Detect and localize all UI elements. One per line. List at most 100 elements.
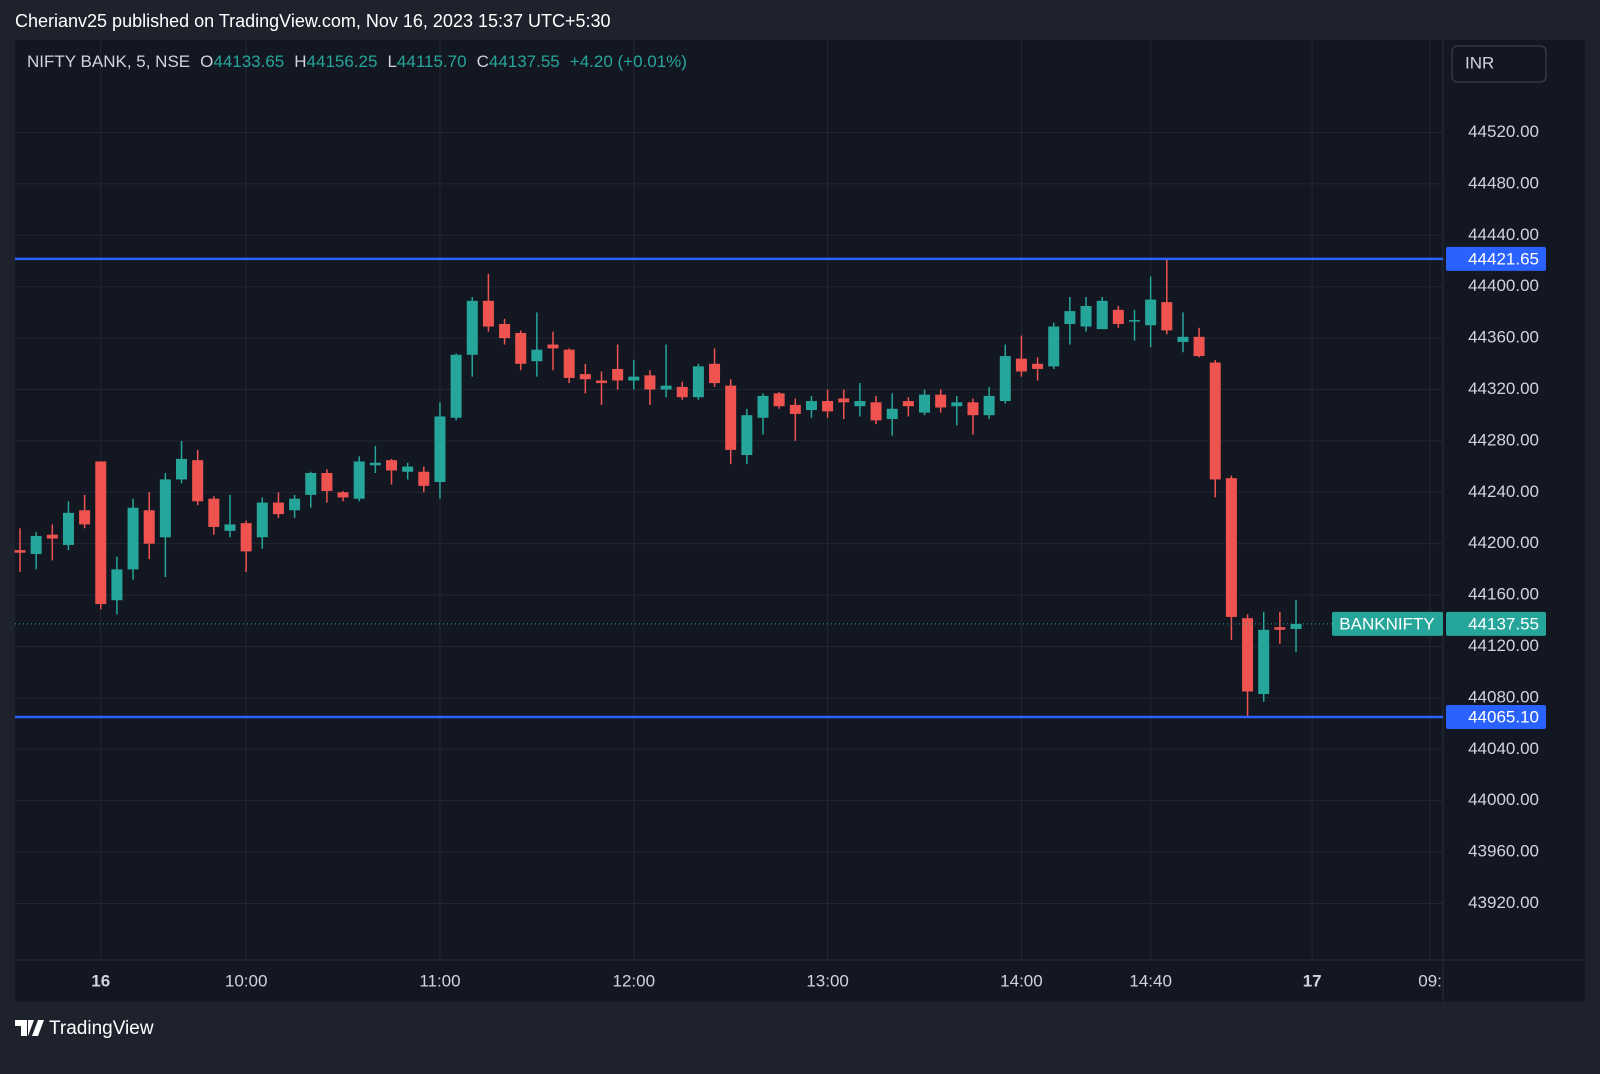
candle-body (1145, 299, 1157, 326)
price-tag (1446, 705, 1546, 730)
price-tag-label: 44065.10 (1468, 708, 1539, 727)
candle-body (1032, 363, 1044, 369)
candle-body (547, 344, 559, 349)
candle-body (579, 374, 591, 380)
candle-body (159, 479, 171, 538)
x-tick-label: 16 (91, 971, 110, 990)
candle-body (30, 535, 42, 554)
candle-body (822, 401, 834, 412)
candle-body (1128, 320, 1140, 322)
x-tick-label: 10:00 (225, 971, 268, 990)
candle-body (14, 550, 26, 553)
chart-pane (15, 40, 1585, 1002)
candle-body (353, 461, 365, 499)
candle-body (1161, 302, 1173, 331)
candle-body (1177, 336, 1189, 342)
attribution: Cherianv25 published on TradingView.com,… (15, 11, 611, 31)
logo: TradingView (15, 1018, 154, 1039)
candle-body (628, 376, 640, 381)
candle-body (127, 507, 139, 570)
candle-body (450, 354, 462, 418)
ohlc-value: 44156.25 (307, 52, 378, 71)
x-tick-label: 11:00 (419, 971, 460, 990)
ohlc-label: O (200, 52, 213, 71)
ohlc-value: 44133.65 (213, 52, 284, 71)
candle-body (692, 366, 704, 398)
candle-body (1258, 629, 1270, 695)
candle-body (757, 395, 769, 418)
overlays: 44421.65 44065.10 BANKNIFTY 44137.55 (15, 246, 1546, 730)
candle-body (838, 398, 850, 403)
candle-body (886, 408, 898, 420)
candle-body (1242, 618, 1254, 692)
last-price-tag (1446, 611, 1546, 636)
candle-body (1112, 309, 1124, 324)
x-tick-label: 14:00 (1000, 971, 1043, 990)
y-tick-label: 44200.00 (1468, 533, 1539, 552)
candle-body (79, 510, 91, 525)
candle-body (1225, 478, 1237, 617)
candle-body (482, 300, 494, 327)
currency[interactable]: INR (1465, 53, 1494, 72)
x-tick-label: 17 (1303, 971, 1322, 990)
x-tick-label: 09: (1418, 971, 1442, 990)
ohlc: O44133.65 H44156.25 L44115.70 C44137.55 (200, 52, 560, 71)
candle-body (612, 368, 624, 381)
candle-body (224, 524, 236, 531)
candle-body (1015, 358, 1027, 372)
y-tick-label: 44160.00 (1468, 585, 1539, 604)
candle-body (919, 394, 931, 413)
candle-body (563, 349, 575, 378)
candle-body (725, 385, 737, 450)
candle-body (515, 332, 527, 364)
symbol-tag (1332, 611, 1443, 636)
ohlc-label: H (294, 52, 306, 71)
candle-body (999, 356, 1011, 402)
symbol-tag-label: BANKNIFTY (1339, 614, 1434, 633)
candle-body (709, 363, 721, 384)
candle-body (1096, 300, 1108, 330)
candle-body (1209, 362, 1221, 480)
candle-body (321, 473, 333, 492)
y-tick-label: 44000.00 (1468, 790, 1539, 809)
currency-button[interactable] (1451, 45, 1547, 83)
candle-body (1274, 627, 1286, 630)
y-tick-label: 44080.00 (1468, 687, 1539, 706)
logo-icon (15, 1020, 44, 1036)
candle-body (208, 498, 220, 527)
candle-body (676, 386, 688, 398)
candle-body (935, 394, 947, 408)
candle-body (983, 395, 995, 416)
x-tick-label: 12:00 (613, 971, 656, 990)
candle-body (789, 404, 801, 414)
candle-body (741, 415, 753, 456)
y-tick-label: 44520.00 (1468, 122, 1539, 141)
candle-body (192, 460, 204, 502)
candle-body (111, 569, 123, 601)
candle-body (466, 300, 478, 355)
change: +4.20 (+0.01%) (570, 52, 687, 71)
candle-body (256, 502, 268, 538)
candle-body (46, 534, 58, 539)
y-tick-label: 44360.00 (1468, 328, 1539, 347)
y-tick-label: 43920.00 (1468, 893, 1539, 912)
x-tick-label: 13:00 (806, 971, 849, 990)
candle-body (870, 402, 882, 421)
candle-body (386, 460, 398, 471)
candle-body (951, 402, 963, 407)
y-tick-label: 44440.00 (1468, 225, 1539, 244)
ohlc-label: C (477, 52, 489, 71)
candle-body (854, 401, 866, 407)
candle-body (644, 375, 656, 390)
candle-body (95, 461, 107, 605)
ohlc-value: 44137.55 (489, 52, 560, 71)
y-tick-label: 44040.00 (1468, 739, 1539, 758)
candle-body (595, 380, 607, 384)
candle-body (143, 510, 155, 544)
candle-body (660, 385, 672, 390)
y-tick-label: 44240.00 (1468, 482, 1539, 501)
y-tick-label: 44480.00 (1468, 173, 1539, 192)
candle-body (240, 523, 252, 552)
